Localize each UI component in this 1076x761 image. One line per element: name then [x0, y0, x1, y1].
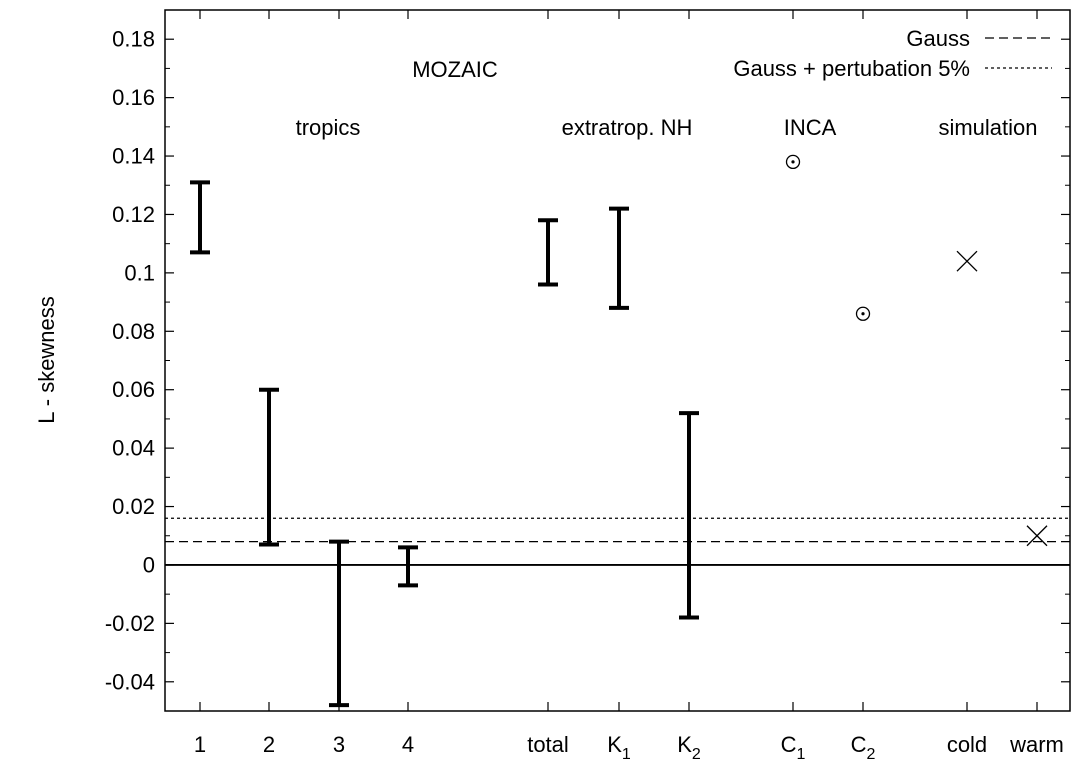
x-tick-label: K2 [677, 732, 701, 761]
x-tick-label: 3 [333, 732, 345, 757]
y-tick-label: 0.18 [112, 27, 155, 52]
data-point-cross [1026, 525, 1048, 547]
x-tick-label: 2 [263, 732, 275, 757]
x-tick-label: C2 [851, 732, 876, 761]
error-bar [538, 218, 558, 287]
data-marks [190, 154, 1048, 708]
x-tick-label: 1 [194, 732, 206, 757]
error-bar [329, 539, 349, 708]
legend-label-gauss-perturbation: Gauss + pertubation 5% [733, 56, 970, 81]
annotation-mozaic: MOZAIC [412, 57, 498, 82]
y-tick-label: 0.16 [112, 85, 155, 110]
x-tick-label: cold [947, 732, 987, 757]
y-tick-label: 0.14 [112, 144, 155, 169]
point-circle [785, 154, 801, 170]
error-bar [398, 545, 418, 588]
point-center-dot [861, 312, 865, 316]
y-tick-label: 0.12 [112, 202, 155, 227]
y-tick-label: 0.06 [112, 377, 155, 402]
reference-lines [165, 517, 1070, 566]
y-tick-label: 0.1 [124, 260, 155, 285]
y-tick-label: 0.04 [112, 436, 155, 461]
x-axis: 1 2 3 4 total K1 K2 C1 C2 cold warm [194, 10, 1064, 761]
legend: Gauss Gauss + pertubation 5% [733, 26, 1052, 81]
annotation-inca: INCA [784, 115, 837, 140]
x-tick-label: warm [1009, 732, 1064, 757]
cross-stroke [1026, 525, 1048, 547]
y-tick-label: 0 [143, 552, 155, 577]
error-bar [259, 387, 279, 547]
point-center-dot [791, 160, 795, 164]
y-tick-label: -0.02 [105, 611, 155, 636]
annotation-simulation: simulation [938, 115, 1037, 140]
y-axis: -0.04 -0.02 0 0.02 0.04 0.06 0.08 0.1 0.12 0.14 0.… [105, 27, 1070, 694]
point-circle [855, 306, 871, 321]
x-tick-label: C1 [781, 732, 806, 761]
x-tick-label: total [527, 732, 569, 757]
annotation-tropics: tropics [296, 115, 361, 140]
plot-frame [164, 9, 1071, 712]
data-point-circle [855, 306, 871, 321]
y-tick-label: 0.02 [112, 494, 155, 519]
error-bar [609, 206, 629, 310]
y-tick-label: 0.08 [112, 319, 155, 344]
y-axis-label: L - skewness [34, 296, 59, 424]
x-tick-label: 4 [402, 732, 414, 757]
error-bar [190, 180, 210, 255]
x-tick-label: K1 [607, 732, 631, 761]
annotation-extratrop-nh: extratrop. NH [562, 115, 693, 140]
cross-stroke [956, 250, 978, 272]
data-point-cross [956, 250, 978, 272]
legend-label-gauss: Gauss [906, 26, 970, 51]
error-bar [679, 411, 699, 620]
data-point-circle [785, 154, 801, 170]
y-tick-label: -0.04 [105, 669, 155, 694]
